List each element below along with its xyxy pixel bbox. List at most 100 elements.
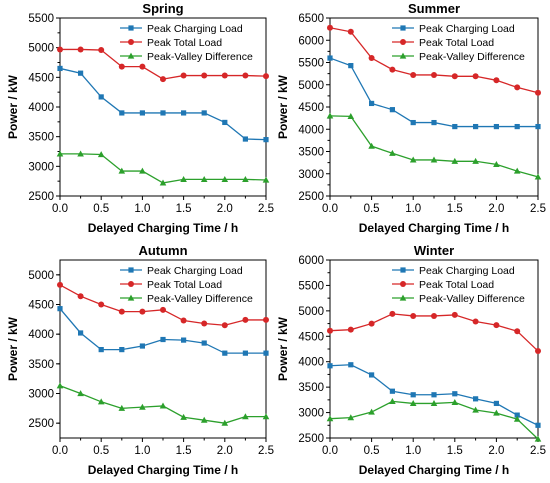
legend-label: Peak Total Load (419, 37, 494, 49)
data-point-peak-charging-load (514, 412, 520, 418)
data-point-peak-total-load (327, 327, 333, 334)
data-point-peak-total-load (451, 73, 458, 80)
legend-label: Peak Total Load (147, 279, 222, 291)
x-tick-label: 2.5 (258, 445, 274, 457)
data-point-peak-valley-difference (472, 157, 479, 164)
data-point-peak-charging-load (98, 346, 104, 353)
data-point-peak-charging-load (369, 100, 375, 107)
data-point-peak-total-load (451, 311, 458, 318)
data-point-peak-total-load (514, 328, 521, 335)
data-point-peak-charging-load (222, 119, 228, 126)
data-point-peak-total-load (160, 306, 166, 313)
data-point-peak-valley-difference (389, 397, 396, 404)
data-point-peak-valley-difference (451, 399, 459, 405)
y-tick-label: 4000 (298, 357, 324, 369)
data-point-peak-valley-difference (262, 413, 270, 420)
data-point-peak-charging-load (431, 392, 437, 398)
y-tick-label: 3500 (298, 147, 324, 159)
data-point-peak-valley-difference (513, 167, 521, 174)
data-point-peak-valley-difference (493, 161, 500, 168)
legend-label: Peak Total Load (147, 37, 222, 49)
data-point-peak-charging-load (535, 123, 541, 130)
series-line-peak-valley-difference (60, 153, 267, 184)
y-tick-label: 4500 (298, 102, 324, 114)
x-tick-label: 1.5 (447, 445, 463, 457)
series-line-peak-total-load (59, 284, 266, 326)
data-point-peak-valley-difference (77, 390, 84, 397)
y-axis-label: Power / kW (6, 74, 20, 139)
data-point-peak-valley-difference (97, 151, 105, 158)
y-tick-label: 5500 (28, 13, 54, 25)
y-tick-label: 5000 (298, 306, 324, 318)
data-point-peak-charging-load (78, 70, 84, 76)
data-point-peak-total-load (118, 308, 125, 315)
x-tick-label: 2.0 (217, 203, 233, 215)
y-tick-label: 3000 (298, 408, 324, 420)
y-tick-label: 5500 (298, 280, 324, 292)
panel-title: Summer (408, 1, 460, 16)
data-point-peak-charging-load (222, 350, 228, 356)
x-tick-label: 0.5 (364, 445, 380, 457)
data-point-peak-valley-difference (493, 409, 500, 416)
y-tick-label: 3500 (28, 359, 54, 371)
legend-label: Peak Charging Load (419, 23, 515, 35)
data-point-peak-valley-difference (242, 413, 249, 420)
data-point-peak-charging-load (160, 110, 166, 116)
y-axis-label: Power / kW (6, 316, 20, 381)
y-tick-label: 5000 (298, 80, 324, 92)
y-tick-label: 4000 (28, 102, 54, 114)
y-tick-label: 2500 (298, 191, 324, 203)
x-tick-label: 0.5 (93, 445, 109, 457)
x-tick-label: 1.0 (134, 203, 150, 215)
data-point-peak-charging-load (452, 123, 458, 130)
x-tick-label: 0.0 (322, 203, 338, 215)
data-point-peak-total-load (139, 308, 146, 315)
legend-marker-peak-total-load (128, 39, 134, 45)
data-point-peak-charging-load (410, 392, 416, 398)
y-tick-label: 6000 (298, 255, 324, 267)
y-tick-label: 6500 (298, 13, 324, 25)
data-point-peak-total-load (180, 317, 187, 324)
data-point-peak-charging-load (242, 136, 248, 142)
y-tick-label: 3000 (298, 169, 324, 181)
y-tick-label: 5000 (28, 43, 54, 55)
series-line-peak-valley-difference (329, 400, 539, 440)
legend-marker-peak-charging-load (400, 25, 406, 31)
data-point-peak-charging-load (535, 422, 541, 428)
data-point-peak-charging-load (514, 123, 520, 130)
x-tick-label: 0.0 (52, 203, 68, 215)
x-tick-label: 1.5 (176, 203, 192, 215)
data-point-peak-total-load (410, 312, 417, 319)
data-point-peak-valley-difference (534, 173, 542, 180)
chart-panel-summer: Summer 0.0 0.5 1.0 1.5 2.0 2.5 2500 3000 3500 4000… (276, 1, 546, 235)
data-point-peak-total-load (535, 89, 541, 96)
y-tick-label: 5500 (298, 58, 324, 70)
legend-marker-peak-charging-load (128, 267, 134, 273)
data-point-peak-valley-difference (180, 413, 187, 420)
data-point-peak-total-load (201, 72, 208, 79)
data-point-peak-valley-difference (56, 150, 64, 157)
legend-marker-peak-charging-load (128, 25, 134, 31)
data-point-peak-charging-load (98, 94, 104, 100)
data-point-peak-valley-difference (200, 416, 208, 423)
data-point-peak-total-load (160, 76, 166, 83)
y-tick-label: 3500 (28, 132, 54, 144)
x-tick-label: 1.5 (447, 203, 463, 215)
data-point-peak-charging-load (181, 110, 187, 116)
data-point-peak-charging-load (78, 330, 84, 336)
data-point-peak-total-load (389, 66, 396, 73)
data-point-peak-total-load (347, 28, 354, 35)
chart-panel-spring: Spring 0.0 0.5 1.0 1.5 2.0 2.5 2500 3000 3500 4000… (6, 1, 274, 235)
data-point-peak-charging-load (452, 391, 458, 397)
data-point-peak-charging-load (473, 123, 479, 130)
data-point-peak-charging-load (369, 372, 375, 378)
y-tick-label: 2500 (28, 191, 54, 203)
x-tick-label: 1.0 (405, 445, 421, 457)
data-point-peak-valley-difference (97, 398, 105, 405)
data-point-peak-total-load (201, 320, 208, 327)
data-point-peak-valley-difference (180, 175, 187, 182)
data-point-peak-valley-difference (347, 112, 355, 119)
data-point-peak-charging-load (473, 396, 479, 402)
legend-marker-peak-total-load (400, 281, 406, 287)
x-tick-label: 1.0 (134, 445, 150, 457)
